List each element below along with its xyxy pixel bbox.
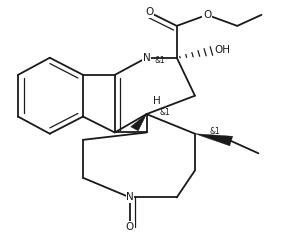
Text: OH: OH bbox=[215, 45, 231, 55]
Text: O: O bbox=[145, 7, 154, 17]
Text: N: N bbox=[143, 53, 151, 63]
Polygon shape bbox=[131, 114, 147, 131]
Text: H: H bbox=[153, 96, 161, 106]
Polygon shape bbox=[195, 134, 233, 146]
Text: O: O bbox=[203, 10, 211, 20]
Text: &1: &1 bbox=[209, 127, 220, 136]
Text: O: O bbox=[126, 222, 134, 232]
Text: &1: &1 bbox=[159, 108, 170, 117]
Text: N: N bbox=[126, 192, 134, 202]
Text: &1: &1 bbox=[155, 56, 166, 65]
